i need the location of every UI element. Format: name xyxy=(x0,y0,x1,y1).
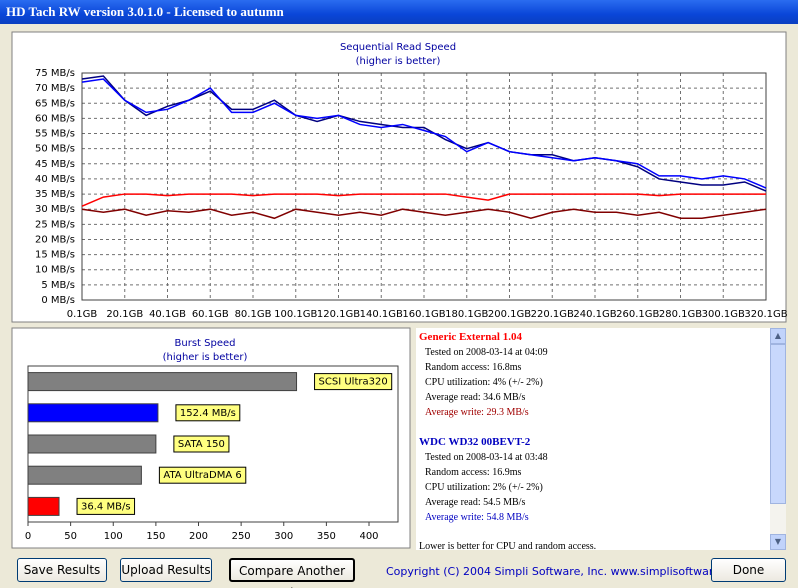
y-tick-label: 15 MB/s xyxy=(35,250,75,261)
done-button[interactable]: Done xyxy=(711,558,786,582)
x-tick-label: 150 xyxy=(146,531,165,542)
y-tick-label: 35 MB/s xyxy=(35,189,75,200)
series-line xyxy=(81,78,767,189)
bar-chart: Burst Speed (higher is better) 0 50 100 150 20… xyxy=(25,338,399,542)
line-chart: Sequential Read Speed (higher is better) 0… xyxy=(35,42,788,320)
bar-label: SATA 150 xyxy=(178,439,225,450)
x-tick-label: 200 xyxy=(189,531,208,542)
scroll-up[interactable]: ▲ xyxy=(770,328,786,344)
x-tick-label: 220.1GB xyxy=(531,309,574,320)
result-line: Random access: 16.9ms xyxy=(425,467,522,478)
y-tick-label: 0 MB/s xyxy=(41,295,75,306)
drive-name: Generic External 1.04 xyxy=(419,331,522,343)
bar xyxy=(27,403,159,423)
x-tick-label: 0 xyxy=(25,531,31,542)
x-tick-label: 100.1GB xyxy=(274,309,317,320)
x-tick-label: 300.1GB xyxy=(702,309,745,320)
y-tick-label: 50 MB/s xyxy=(35,144,75,155)
results-note: Lower is better for CPU and random acces… xyxy=(419,541,597,552)
y-tick-label: 60 MB/s xyxy=(35,113,75,124)
y-tick-label: 45 MB/s xyxy=(35,159,75,170)
result-line: Tested on 2008-03-14 at 04:09 xyxy=(425,347,548,358)
save-button[interactable]: Save Results xyxy=(17,558,107,582)
x-tick-label: 260.1GB xyxy=(616,309,659,320)
x-tick-label: 160.1GB xyxy=(402,309,445,320)
bar xyxy=(27,465,142,485)
bar-label: 152.4 MB/s xyxy=(180,408,236,419)
bar-label-box xyxy=(158,466,247,484)
result-line: Average write: 54.8 MB/s xyxy=(425,512,529,523)
y-tick-label: 70 MB/s xyxy=(35,83,75,94)
x-tick-label: 40.1GB xyxy=(149,309,186,320)
bar xyxy=(27,434,157,454)
bar-label: SCSI Ultra320 xyxy=(319,377,388,388)
result-line: CPU utilization: 4% (+/- 2%) xyxy=(425,377,543,388)
scroll-down[interactable]: ▼ xyxy=(770,534,786,550)
x-tick-label: 60.1GB xyxy=(192,309,229,320)
y-tick-label: 40 MB/s xyxy=(35,174,75,185)
plot-frame xyxy=(81,72,767,301)
result-line: Average write: 29.3 MB/s xyxy=(425,407,529,418)
x-tick-label: 50 xyxy=(64,531,77,542)
x-tick-label: 180.1GB xyxy=(445,309,488,320)
drive-name: WDC WD32 00BEVT-2 xyxy=(419,436,531,448)
y-tick-label: 75 MB/s xyxy=(35,68,75,79)
y-tick-label: 55 MB/s xyxy=(35,129,75,140)
y-tick-label: 25 MB/s xyxy=(35,219,75,230)
x-tick-label: 320.1GB xyxy=(744,309,787,320)
title-bar: HD Tach RW version 3.0.1.0 - Licensed to… xyxy=(0,0,798,24)
y-tick-label: 20 MB/s xyxy=(35,234,75,245)
chart-title: Sequential Read Speed xyxy=(340,42,456,53)
x-tick-label: 300 xyxy=(274,531,293,542)
x-tick-label: 140.1GB xyxy=(360,309,403,320)
x-tick-label: 200.1GB xyxy=(488,309,531,320)
y-tick-label: 30 MB/s xyxy=(35,204,75,215)
line-panel xyxy=(11,31,787,323)
bar-label-box xyxy=(175,404,241,422)
chart-subtitle: (higher is better) xyxy=(356,56,441,67)
x-tick-label: 100 xyxy=(104,531,123,542)
scrollbar[interactable]: ▲ ▼ xyxy=(770,328,786,550)
y-tick-label: 5 MB/s xyxy=(41,280,75,291)
series-line xyxy=(81,193,766,207)
y-tick-label: 10 MB/s xyxy=(35,265,75,276)
result-line: CPU utilization: 2% (+/- 2%) xyxy=(425,482,543,493)
results-panel: Generic External 1.04 Tested on 2008-03-1… xyxy=(416,328,770,552)
bar xyxy=(27,372,298,392)
bar-label-box xyxy=(173,435,230,453)
x-tick-label: 20.1GB xyxy=(106,309,143,320)
x-tick-label: 80.1GB xyxy=(235,309,272,320)
x-tick-label: 120.1GB xyxy=(317,309,360,320)
bar-label: ATA UltraDMA 6 xyxy=(163,470,241,481)
x-tick-label: 400 xyxy=(359,531,378,542)
series-line xyxy=(81,75,767,192)
chart-title: Burst Speed xyxy=(175,338,236,349)
x-tick-label: 350 xyxy=(317,531,336,542)
bar xyxy=(27,496,60,516)
y-tick-label: 65 MB/s xyxy=(35,98,75,109)
x-tick-label: 250 xyxy=(232,531,251,542)
bar-label-box xyxy=(314,373,393,391)
bar-label: 36.4 MB/s xyxy=(81,501,131,512)
result-line: Average read: 34.6 MB/s xyxy=(425,392,526,403)
bar-label-box xyxy=(76,497,136,515)
x-tick-label: 0.1GB xyxy=(67,309,98,320)
series-line xyxy=(81,208,767,220)
copyright: Copyright (C) 2004 Simpli Software, Inc.… xyxy=(386,565,747,578)
x-tick-label: 280.1GB xyxy=(659,309,702,320)
upload-button[interactable]: Upload Results xyxy=(120,558,212,582)
scroll-thumb[interactable] xyxy=(770,344,786,504)
result-line: Average read: 54.5 MB/s xyxy=(425,497,526,508)
chart-subtitle: (higher is better) xyxy=(163,352,248,363)
compare-button[interactable]: Compare Another Drive xyxy=(229,558,355,588)
x-tick-label: 240.1GB xyxy=(573,309,616,320)
result-line: Tested on 2008-03-14 at 03:48 xyxy=(425,452,548,463)
result-line: Random access: 16.8ms xyxy=(425,362,522,373)
